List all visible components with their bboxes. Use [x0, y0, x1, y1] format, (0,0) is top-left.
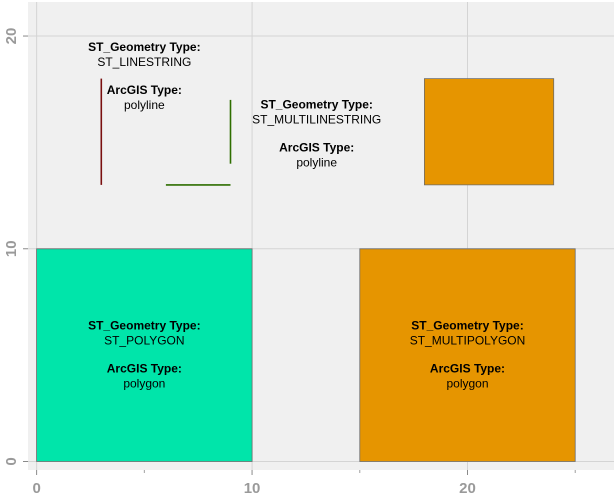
axes: 0 10 20 0 10 20: [3, 28, 576, 497]
geometry-type-heading: ST_Geometry Type:: [88, 319, 200, 333]
geometry-type-heading: ST_Geometry Type:: [88, 40, 200, 54]
geometry-features: [36, 78, 576, 462]
geometry-type-value: ST_LINESTRING: [97, 55, 191, 69]
arcgis-type-heading: ArcGIS Type:: [107, 83, 182, 97]
arcgis-type-value: polygon: [123, 377, 165, 391]
annotation-multilinestring: ST_Geometry Type:ST_MULTILINESTRING ArcGI…: [252, 97, 381, 169]
arcgis-type-heading: ArcGIS Type:: [107, 362, 182, 376]
st-multipolygon-part-1: [359, 248, 576, 462]
geometry-type-heading: ST_Geometry Type:: [411, 319, 523, 333]
st-multipolygon-part-2: [423, 78, 555, 186]
geometry-type-value: ST_MULTILINESTRING: [252, 112, 381, 126]
y-tick-label-20: 20: [3, 28, 20, 45]
x-tick-label-0: 0: [32, 480, 40, 497]
annotation-polygon: ST_Geometry Type:ST_POLYGON ArcGIS Type:p…: [88, 319, 200, 391]
geometry-type-value: ST_POLYGON: [104, 334, 184, 348]
y-tick-label-10: 10: [3, 240, 20, 257]
arcgis-type-value: polyline: [124, 98, 165, 112]
st-polygon: [36, 248, 253, 462]
y-tick-label-0: 0: [3, 457, 20, 465]
arcgis-type-value: polygon: [446, 377, 488, 391]
annotation-linestring: ST_Geometry Type:ST_LINESTRING ArcGIS Typ…: [88, 40, 200, 112]
arcgis-type-value: polyline: [296, 155, 337, 169]
x-tick-label-10: 10: [244, 480, 261, 497]
annotation-multipolygon: ST_Geometry Type:ST_MULTIPOLYGON ArcGIS T…: [410, 319, 526, 391]
geometry-type-value: ST_MULTIPOLYGON: [410, 334, 526, 348]
arcgis-type-heading: ArcGIS Type:: [430, 362, 505, 376]
geometry-type-heading: ST_Geometry Type:: [260, 97, 372, 111]
x-tick-label-20: 20: [459, 480, 476, 497]
arcgis-type-heading: ArcGIS Type:: [279, 140, 354, 154]
